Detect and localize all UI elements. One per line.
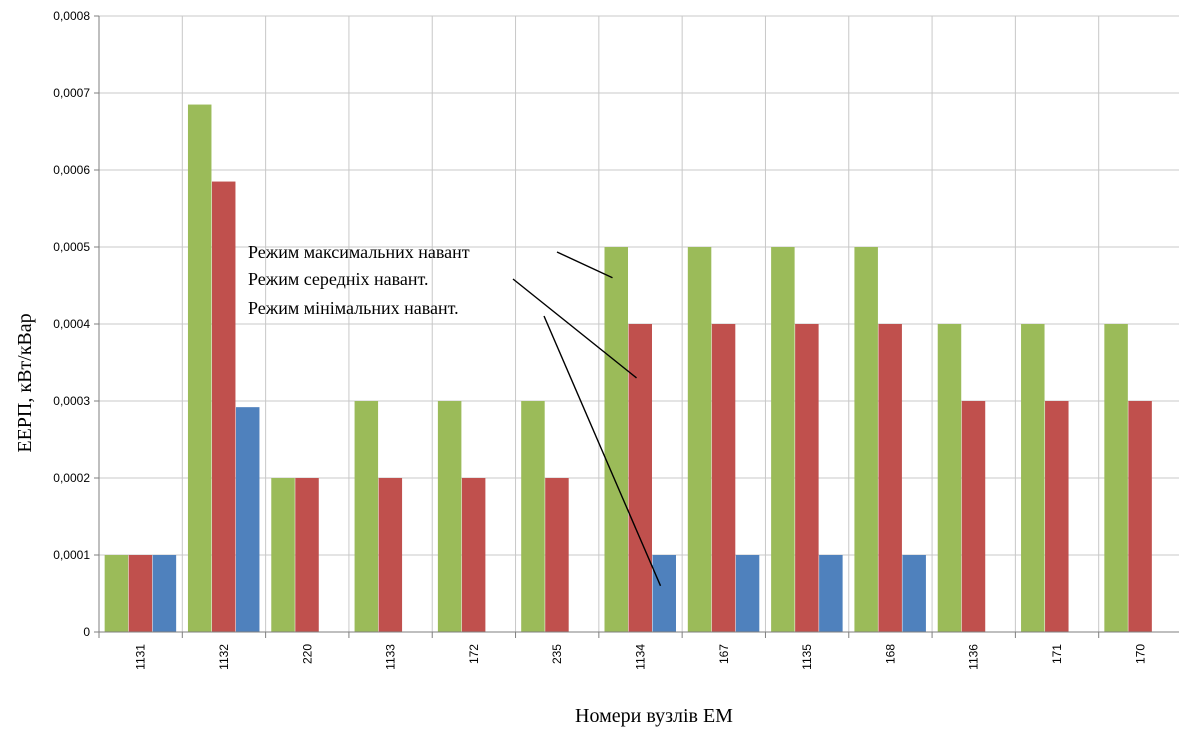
- annotation-label: Режим середніх навант.: [248, 269, 428, 289]
- bar-1131-s1: [104, 555, 129, 632]
- annotation-leader: [556, 251, 613, 279]
- bar-1132-s1: [187, 104, 212, 633]
- y-tick-label: 0,0002: [53, 471, 90, 485]
- bar-1133-s1: [354, 401, 379, 632]
- bar-167-s1: [687, 247, 712, 632]
- x-tick-label: 171: [1050, 644, 1064, 664]
- bar-167-s3: [735, 555, 760, 632]
- x-tick-label: 168: [883, 644, 897, 664]
- bar-1134-s3: [652, 555, 676, 632]
- y-tick-label: 0,0004: [53, 317, 90, 331]
- bar-1134-s1: [604, 247, 628, 632]
- y-tick-label: 0,0006: [53, 163, 90, 177]
- bar-1135-s1: [771, 247, 795, 632]
- bar-170-s1: [1104, 324, 1128, 632]
- annotation-label: Режим мінімальних навант.: [248, 298, 459, 318]
- bar-220-s1: [271, 478, 295, 632]
- x-tick-label: 170: [1133, 644, 1147, 664]
- bar-1135-s3: [819, 555, 843, 632]
- axes: [94, 15, 1179, 638]
- bar-1132-s3: [235, 407, 260, 632]
- bar-1135-s2: [795, 324, 819, 632]
- bar-172-s2: [461, 478, 486, 632]
- bar-1131-s3: [152, 555, 177, 632]
- grid: [99, 15, 1179, 632]
- x-tick-label: 1132: [217, 644, 231, 670]
- annotation-label: Режим максимальних навант: [248, 242, 470, 262]
- y-tick-label: 0,0001: [53, 548, 90, 562]
- tick-labels: 0 0,0001 0,0002 0,0003 0,0004 0,0005 0,0006 0,0…: [53, 9, 1147, 670]
- y-tick-label: 0,0003: [53, 394, 90, 408]
- x-tick-label: 1136: [967, 644, 981, 670]
- x-tick-label: 235: [550, 644, 564, 664]
- bar-1131-s2: [128, 555, 153, 632]
- bars: [104, 104, 1152, 633]
- y-tick-label: 0,0008: [53, 9, 90, 23]
- bar-171-s1: [1021, 324, 1045, 632]
- bar-1136-s2: [961, 401, 986, 632]
- bar-170-s2: [1128, 401, 1152, 632]
- x-tick-label: 167: [717, 644, 731, 664]
- annotation-leader: [512, 278, 637, 379]
- y-tick-label: 0: [83, 625, 90, 639]
- bar-1132-s2: [211, 181, 236, 633]
- x-axis-title: Номери вузлів ЕМ: [575, 705, 733, 727]
- bar-235-s2: [545, 478, 569, 632]
- annotation-leader: [543, 315, 662, 587]
- bar-168-s1: [854, 247, 878, 632]
- x-tick-label: 1133: [384, 644, 398, 670]
- bar-1133-s2: [378, 478, 403, 632]
- y-tick-label: 0,0007: [53, 86, 90, 100]
- bar-167-s2: [711, 324, 736, 632]
- x-tick-label: 1131: [134, 644, 148, 670]
- x-tick-label: 1135: [800, 644, 814, 670]
- bar-168-s3: [902, 555, 926, 632]
- x-tick-label: 172: [467, 644, 481, 664]
- bar-220-s2: [295, 478, 319, 632]
- bar-171-s2: [1045, 401, 1069, 632]
- bar-168-s2: [878, 324, 902, 632]
- bar-1134-s2: [628, 324, 652, 632]
- bar-172-s1: [437, 401, 462, 632]
- x-tick-label: 220: [300, 644, 314, 664]
- annotations: Режим максимальних навант Режим середніх …: [248, 242, 662, 587]
- y-axis-title: ЕЕРП, кВт/кВар: [14, 313, 36, 452]
- x-tick-label: 1134: [634, 644, 648, 670]
- bar-1136-s1: [937, 324, 962, 632]
- bar-235-s1: [521, 401, 545, 632]
- y-tick-label: 0,0005: [53, 240, 90, 254]
